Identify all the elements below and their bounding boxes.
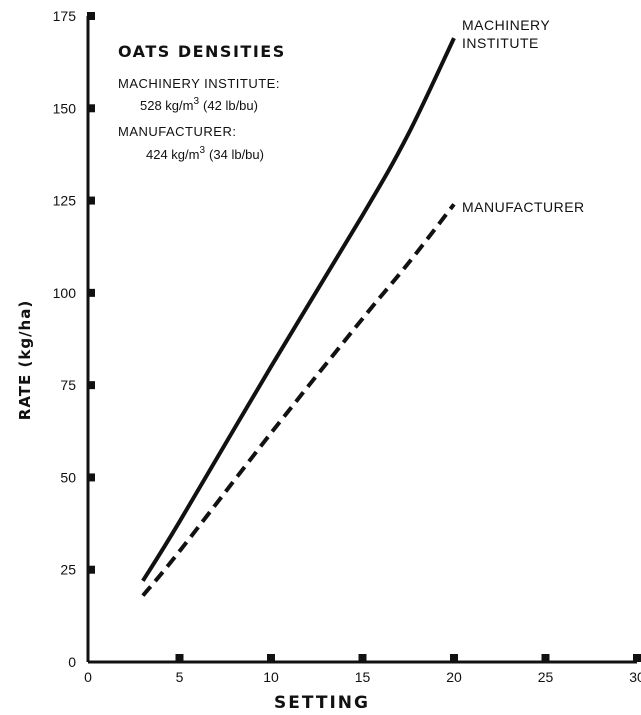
x-tick-mark-5 xyxy=(175,654,184,662)
machinery-density-value: 528 kg/m xyxy=(140,98,193,113)
series-label-machinery-line2: INSTITUTE xyxy=(462,35,539,51)
y-ticks: 0 25 50 75 100 125 150 175 xyxy=(53,8,95,670)
x-tick-mark-25 xyxy=(541,654,550,662)
y-tick-mark-175 xyxy=(87,12,95,20)
machinery-density-imperial: (42 lb/bu) xyxy=(203,98,258,113)
x-ticks: 0 5 10 15 20 25 30 xyxy=(84,654,641,685)
y-tick-label-150: 150 xyxy=(53,100,77,116)
y-tick-mark-75 xyxy=(87,381,95,390)
x-tick-label-0: 0 xyxy=(84,669,92,685)
y-tick-mark-25 xyxy=(87,565,95,574)
manufacturer-density-value: 424 kg/m xyxy=(146,147,199,162)
y-tick-label-50: 50 xyxy=(60,469,76,485)
y-tick-mark-50 xyxy=(87,473,95,482)
y-tick-mark-150 xyxy=(87,104,95,113)
x-axis-title: SETTING xyxy=(274,693,370,713)
y-tick-label-125: 125 xyxy=(53,193,77,209)
manufacturer-density-exp: 3 xyxy=(199,145,205,156)
x-tick-label-20: 20 xyxy=(446,669,462,685)
x-tick-label-30: 30 xyxy=(629,669,641,685)
x-tick-mark-30 xyxy=(633,654,641,662)
y-tick-label-175: 175 xyxy=(53,8,77,24)
x-tick-label-25: 25 xyxy=(538,669,554,685)
legend-title: OATS DENSITIES xyxy=(118,42,286,61)
y-tick-label-75: 75 xyxy=(60,377,76,393)
x-tick-mark-10 xyxy=(267,654,275,662)
manufacturer-density-imperial: (34 lb/bu) xyxy=(209,147,264,162)
y-tick-mark-125 xyxy=(87,196,95,205)
machinery-density-exp: 3 xyxy=(193,96,199,107)
series-line-manufacturer xyxy=(141,203,456,597)
x-tick-mark-15 xyxy=(358,654,367,662)
y-tick-label-100: 100 xyxy=(53,285,77,301)
legend-machinery-label: MACHINERY INSTITUTE: xyxy=(118,76,280,91)
legend-machinery-density: 528 kg/m3 (42 lb/bu) xyxy=(140,96,258,113)
y-tick-label-25: 25 xyxy=(60,562,76,578)
x-tick-label-5: 5 xyxy=(176,669,184,685)
series-layer xyxy=(141,37,456,597)
x-tick-label-15: 15 xyxy=(355,669,371,685)
series-label-machinery-line1: MACHINERY xyxy=(462,17,550,33)
y-tick-label-0: 0 xyxy=(68,654,76,670)
x-tick-label-10: 10 xyxy=(263,669,279,685)
x-tick-mark-20 xyxy=(450,654,458,662)
y-axis-title: RATE (kg/ha) xyxy=(16,300,34,420)
series-line-machinery-institute xyxy=(141,37,456,582)
legend-manufacturer-density: 424 kg/m3 (34 lb/bu) xyxy=(146,145,264,162)
legend-manufacturer-label: MANUFACTURER: xyxy=(118,124,236,139)
series-label-manufacturer: MANUFACTURER xyxy=(462,199,585,215)
y-tick-mark-100 xyxy=(87,288,95,297)
legend-annotation: OATS DENSITIES MACHINERY INSTITUTE: 528 … xyxy=(118,42,286,162)
